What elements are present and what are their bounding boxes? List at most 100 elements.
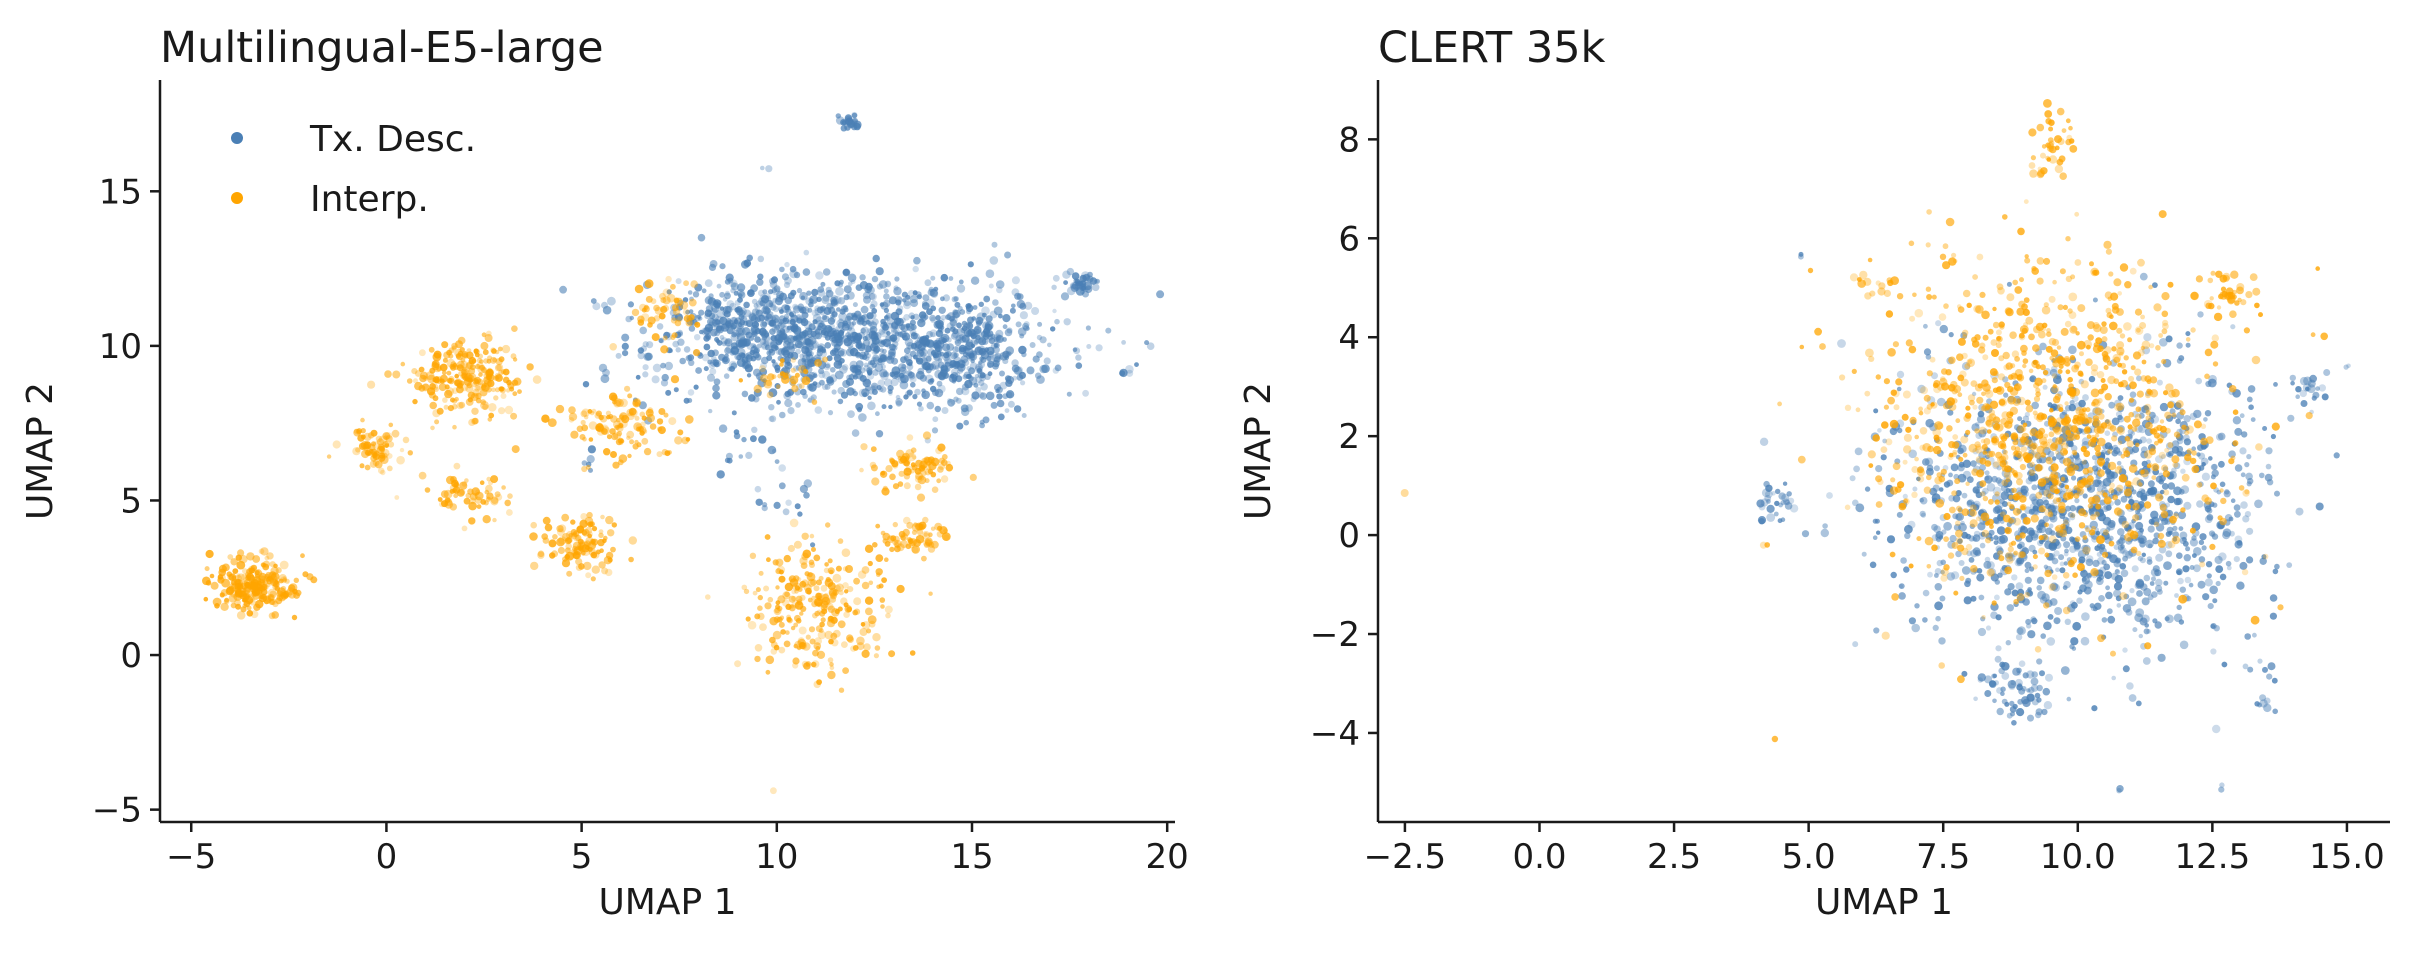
data-point — [629, 315, 634, 321]
data-point — [2034, 692, 2041, 699]
data-point — [2017, 626, 2026, 636]
data-point — [2033, 395, 2041, 402]
data-point — [918, 521, 927, 530]
data-point — [927, 532, 933, 538]
data-point — [1766, 504, 1775, 513]
data-point — [2118, 488, 2124, 494]
data-point — [2127, 597, 2137, 607]
data-point — [2123, 322, 2132, 331]
data-point — [997, 413, 1005, 421]
data-point — [2080, 460, 2090, 470]
x-axis-label: UMAP 1 — [598, 882, 736, 923]
data-point — [719, 291, 725, 298]
data-point — [1948, 402, 1957, 411]
data-point — [465, 384, 474, 393]
data-point — [2142, 473, 2149, 480]
data-point — [846, 291, 855, 300]
data-point — [1998, 555, 2005, 562]
data-point — [2102, 484, 2107, 489]
data-point — [278, 574, 287, 582]
data-point — [640, 421, 646, 428]
data-point — [839, 358, 845, 364]
data-point — [769, 322, 774, 328]
data-point — [2019, 532, 2026, 539]
data-point — [2224, 514, 2233, 522]
data-point — [836, 307, 841, 312]
data-point — [591, 408, 597, 414]
data-point — [245, 574, 252, 581]
data-point — [600, 514, 605, 520]
data-point — [856, 407, 863, 413]
data-point — [1976, 573, 1985, 582]
data-point — [2025, 618, 2032, 625]
data-point — [912, 290, 918, 296]
data-point — [2241, 568, 2249, 576]
data-point — [768, 289, 774, 295]
data-point — [2173, 511, 2179, 517]
data-point — [2257, 658, 2263, 664]
data-point — [2074, 498, 2080, 504]
data-point — [2222, 528, 2232, 537]
data-point — [855, 342, 862, 349]
data-point — [2096, 486, 2104, 493]
data-point — [2008, 683, 2016, 691]
data-point — [610, 546, 616, 553]
data-point — [454, 348, 463, 358]
data-point — [2089, 520, 2098, 530]
data-point — [602, 305, 612, 315]
data-point — [585, 464, 591, 470]
data-point — [491, 387, 496, 393]
data-point — [636, 442, 642, 448]
data-point — [2052, 279, 2057, 285]
data-point — [896, 449, 905, 458]
data-point — [532, 375, 542, 384]
data-point — [1070, 283, 1076, 289]
data-point — [827, 410, 834, 416]
data-point — [2015, 633, 2023, 641]
data-point — [851, 312, 856, 318]
data-point — [581, 544, 590, 553]
data-point — [588, 548, 597, 556]
data-point — [456, 489, 465, 497]
data-point — [2102, 465, 2107, 471]
data-point — [758, 570, 764, 576]
data-point — [713, 378, 721, 386]
data-point — [694, 334, 701, 341]
data-point — [485, 330, 492, 337]
data-point — [2059, 561, 2065, 567]
data-point — [685, 437, 691, 442]
data-point — [826, 355, 833, 362]
data-point — [800, 388, 807, 396]
data-point — [743, 320, 749, 326]
data-point — [668, 417, 677, 426]
data-point — [2121, 520, 2129, 529]
data-point — [674, 319, 682, 327]
data-point — [869, 311, 877, 320]
data-point — [956, 327, 965, 337]
data-point — [2215, 565, 2224, 573]
data-point — [743, 309, 752, 318]
data-point — [703, 343, 711, 351]
data-point — [501, 485, 506, 490]
data-point — [745, 616, 751, 622]
data-point — [1134, 362, 1139, 367]
data-point — [580, 419, 586, 426]
data-point — [1951, 490, 1957, 497]
data-point — [865, 319, 871, 325]
data-point — [2117, 440, 2123, 446]
data-point — [1036, 334, 1043, 341]
data-point — [823, 567, 830, 574]
data-point — [797, 511, 803, 517]
data-point — [2158, 451, 2166, 459]
data-point — [400, 361, 406, 367]
data-point — [2058, 554, 2065, 561]
data-point — [829, 303, 835, 309]
data-point — [360, 434, 366, 440]
data-point — [687, 389, 695, 396]
data-point — [947, 398, 955, 407]
data-point — [1902, 493, 1908, 499]
data-point — [749, 552, 757, 559]
data-point — [1075, 362, 1083, 370]
data-point — [817, 630, 827, 640]
data-point — [615, 352, 622, 359]
